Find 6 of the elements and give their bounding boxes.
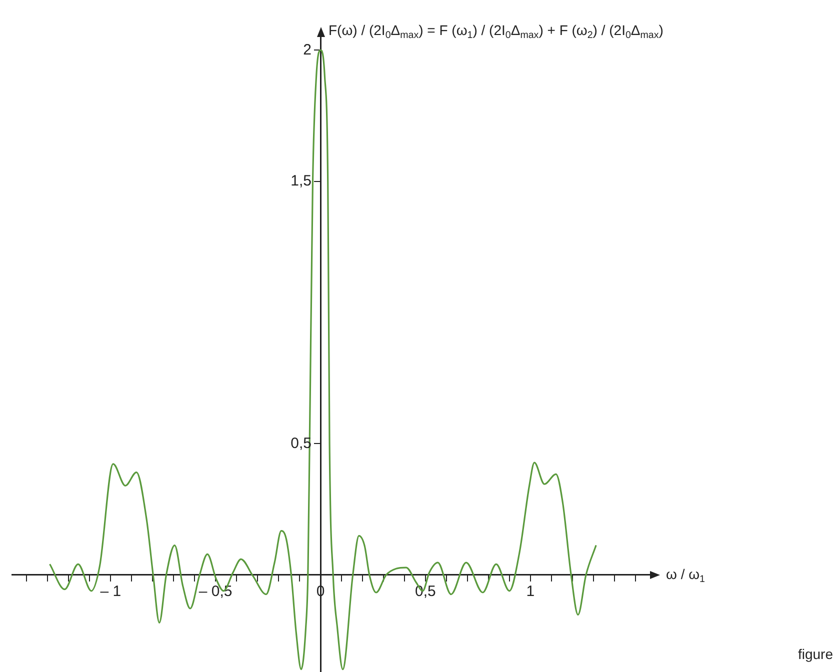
x-tick-label: 0,5 xyxy=(415,583,436,600)
text: figure xyxy=(798,646,834,662)
y-tick-label: 1,5 xyxy=(290,172,312,190)
y-tick-label: 2 xyxy=(303,41,312,58)
x-tick-label: 1 xyxy=(526,583,535,600)
x-tick-label: – 1 xyxy=(100,583,122,600)
